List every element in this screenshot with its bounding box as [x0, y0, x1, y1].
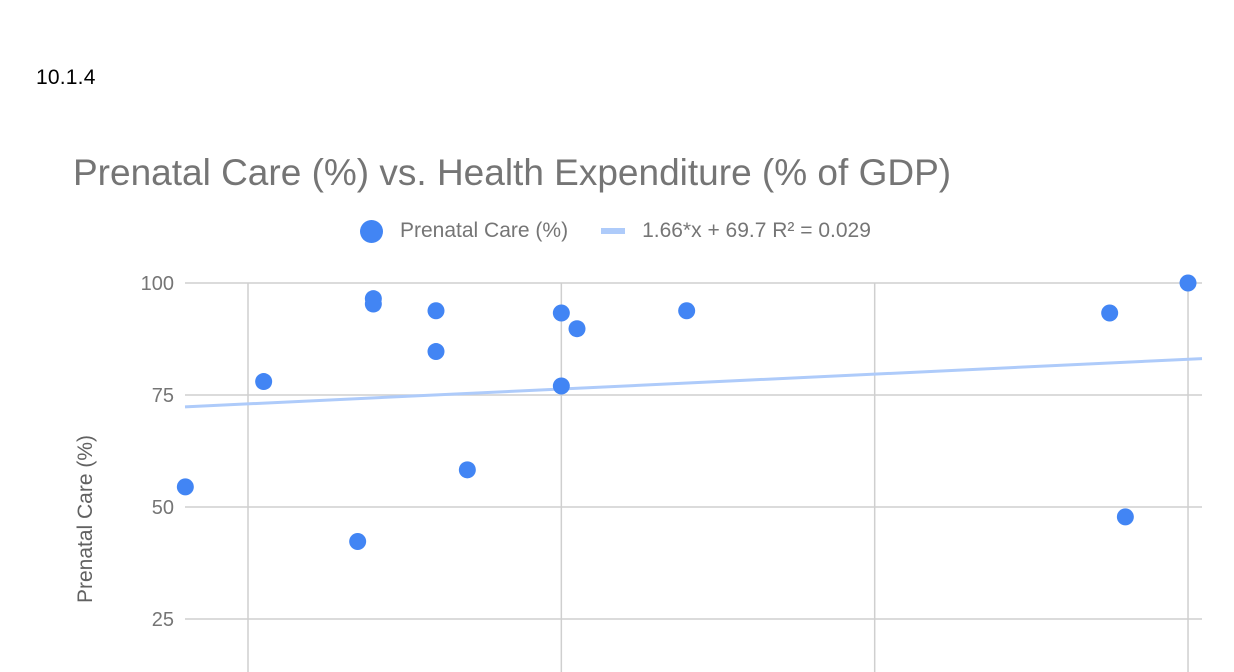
data-point	[176, 478, 194, 496]
data-point	[427, 302, 445, 320]
data-point	[552, 304, 570, 322]
data-point	[1116, 508, 1134, 526]
data-point	[1101, 304, 1119, 322]
data-point	[364, 295, 382, 313]
data-point	[458, 461, 476, 479]
data-points	[176, 274, 1197, 550]
data-point	[552, 377, 570, 395]
section-label: 10.1.4	[36, 66, 96, 89]
y-tick-label-100: 100	[141, 273, 174, 295]
data-point	[427, 343, 445, 361]
y-tick-labels: 100 75 50 25	[141, 273, 174, 631]
y-tick-label-25: 25	[152, 609, 174, 631]
data-point	[568, 320, 586, 338]
legend-marker-trendline	[601, 228, 626, 234]
y-tick-label-50: 50	[152, 497, 174, 519]
y-tick-label-75: 75	[152, 385, 174, 407]
legend-label-trendline: 1.66*x + 69.7 R² = 0.029	[642, 219, 871, 242]
legend-label-scatter: Prenatal Care (%)	[400, 219, 569, 242]
data-point	[349, 532, 367, 550]
y-axis-title: Prenatal Care (%)	[74, 435, 97, 603]
chart-title: Prenatal Care (%) vs. Health Expenditure…	[73, 152, 952, 193]
trendline-group	[184, 357, 1203, 409]
legend-marker-scatter	[360, 219, 383, 243]
data-point	[255, 373, 273, 391]
data-point	[678, 302, 696, 320]
grid-lines	[185, 282, 1202, 672]
chart-legend: Prenatal Care (%) 1.66*x + 69.7 R² = 0.0…	[360, 219, 871, 243]
data-point	[1179, 274, 1197, 292]
trendline	[184, 357, 1203, 409]
